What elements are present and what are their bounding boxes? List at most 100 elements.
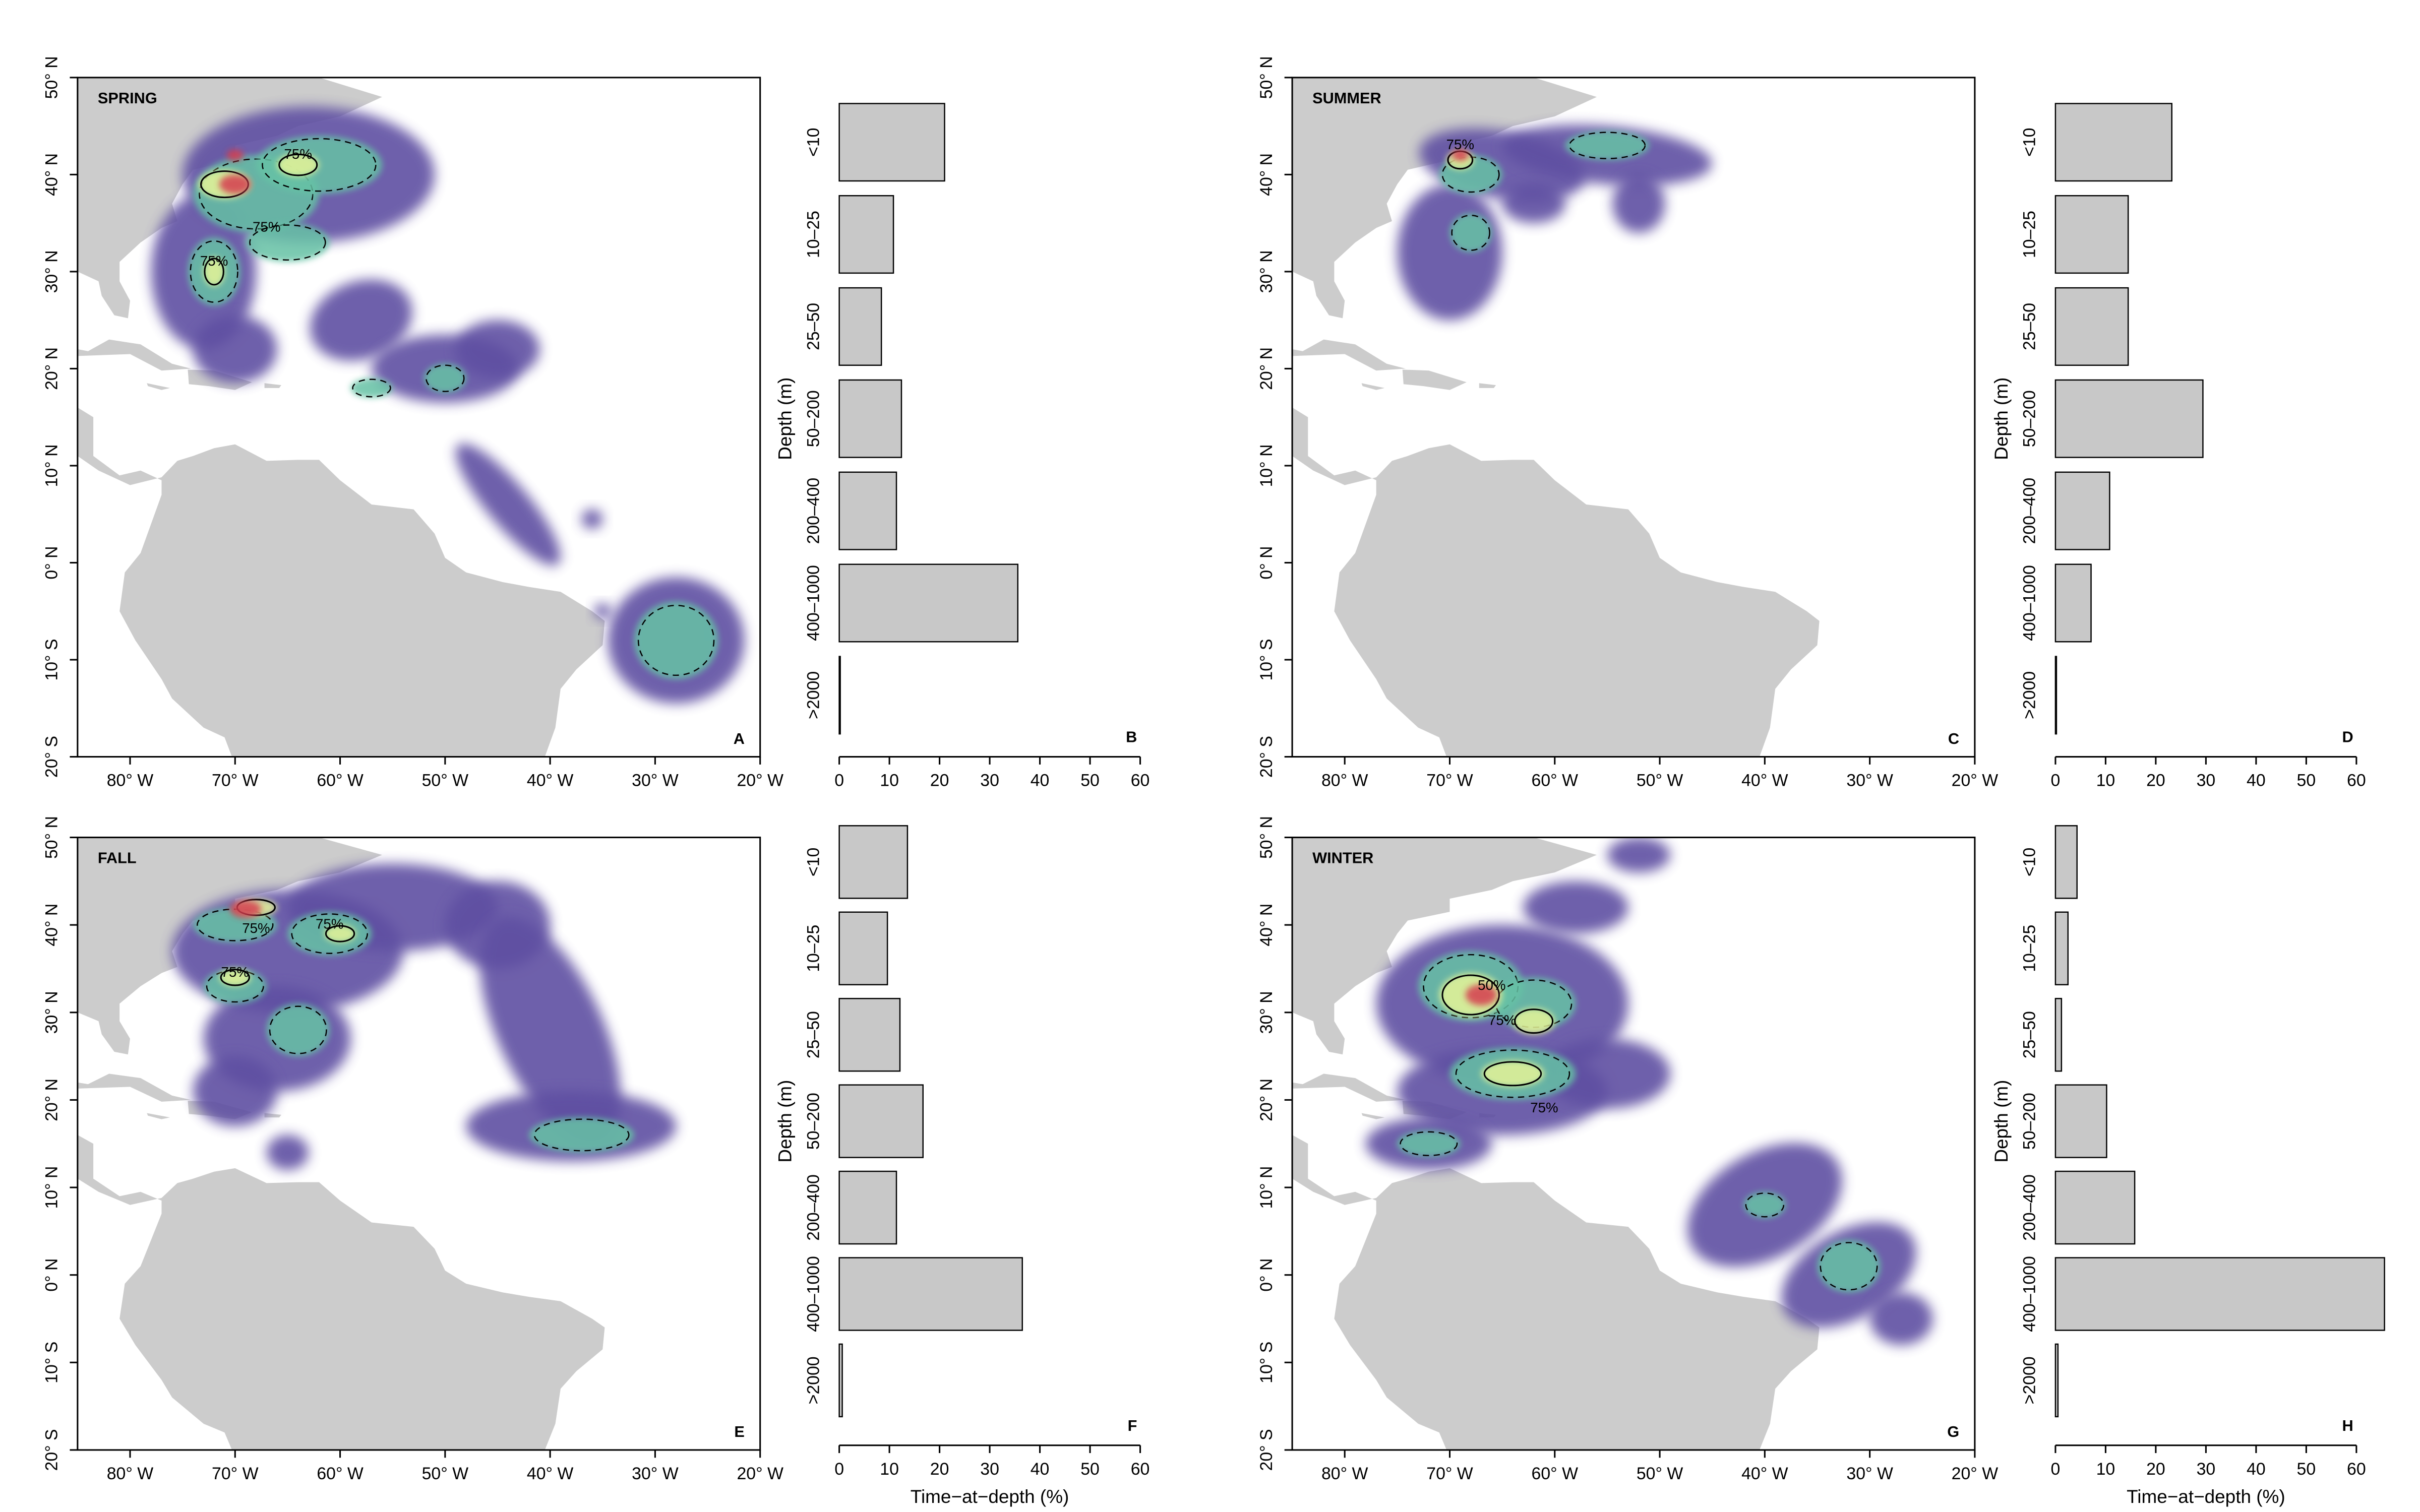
density-blob bbox=[203, 968, 267, 1004]
land bbox=[1361, 383, 1385, 390]
y-tick-label: <10 bbox=[804, 848, 823, 876]
y-tick-label: >2000 bbox=[804, 1356, 823, 1404]
x-tick-label: 60 bbox=[2347, 771, 2366, 790]
x-tick-label: 10 bbox=[880, 1460, 899, 1479]
bar bbox=[2054, 379, 2204, 458]
density-blob bbox=[1523, 881, 1628, 934]
density-blob bbox=[1481, 1060, 1544, 1087]
x-tick-label: 30° W bbox=[1846, 1464, 1893, 1483]
density-blob bbox=[424, 363, 466, 393]
x-tick-label: 30° W bbox=[632, 1464, 679, 1483]
density-blob bbox=[193, 315, 277, 384]
contour bbox=[1400, 1131, 1458, 1156]
land bbox=[1292, 339, 1406, 371]
land bbox=[264, 1113, 281, 1118]
y-axis-label: Depth (m) bbox=[775, 1080, 796, 1163]
bar bbox=[2054, 103, 2172, 182]
bar bbox=[838, 1170, 897, 1245]
map-panel: 50% 75% 75% WINTER G 80° W 70° W 60° W 50° W 40° … bbox=[1257, 816, 1998, 1483]
y-tick-label: 50–200 bbox=[2020, 1093, 2039, 1150]
bar bbox=[2054, 911, 2069, 985]
x-tick-label: 40 bbox=[2247, 1460, 2266, 1479]
density-blob bbox=[229, 900, 262, 918]
x-tick-label: 70° W bbox=[212, 771, 259, 790]
y-tick-label: 30° N bbox=[42, 250, 62, 293]
contour bbox=[426, 364, 465, 392]
land bbox=[77, 407, 605, 757]
density-blob bbox=[1607, 837, 1670, 872]
density bbox=[151, 106, 745, 704]
density-blob bbox=[529, 1117, 634, 1153]
map-title: SUMMER bbox=[1312, 89, 1381, 107]
bar bbox=[838, 471, 897, 550]
contour-label: 75% bbox=[1446, 137, 1474, 152]
y-tick-label: >2000 bbox=[804, 671, 823, 719]
x-tick-label: 10 bbox=[2096, 771, 2115, 790]
density-blob bbox=[1451, 149, 1469, 161]
map-title: FALL bbox=[98, 849, 137, 867]
contour bbox=[249, 224, 326, 261]
panel-letter: A bbox=[734, 730, 745, 747]
density-blob bbox=[350, 378, 393, 398]
contour bbox=[190, 240, 238, 303]
y-tick-label: 10–25 bbox=[2020, 925, 2039, 972]
land bbox=[147, 1113, 170, 1119]
x-tick-label: 80° W bbox=[1321, 771, 1368, 790]
density-blob bbox=[226, 149, 244, 161]
y-tick-label: 50° N bbox=[42, 56, 62, 99]
y-tick-label: 30° N bbox=[42, 991, 62, 1034]
x-tick-label: 50 bbox=[1080, 1460, 1100, 1479]
bar bbox=[2054, 656, 2058, 735]
x-tick-label: 20° W bbox=[1952, 771, 1999, 790]
y-tick-label: 50–200 bbox=[804, 1093, 823, 1150]
x-tick-label: 50 bbox=[2297, 1460, 2316, 1479]
contour bbox=[325, 925, 355, 942]
map-panel: 75% 75% 75% FALL E 80° W 70° W 60° W 50° W 40° W 3… bbox=[42, 816, 783, 1483]
y-tick-label: 200–400 bbox=[2020, 478, 2039, 544]
contour-label: 75% bbox=[200, 253, 228, 269]
bar bbox=[2054, 1170, 2136, 1245]
bar bbox=[2054, 563, 2092, 643]
x-tick-label: 60 bbox=[1131, 1460, 1150, 1479]
y-tick-label: 10° N bbox=[1257, 1166, 1276, 1209]
x-tick-label: 60° W bbox=[1532, 1464, 1579, 1483]
map-panel: 75% 75% 75% SPRING A 80° W 70° W 60° W 50° W 40° … bbox=[42, 56, 783, 790]
x-tick-label: 40° W bbox=[1741, 1464, 1788, 1483]
y-tick-label: 50° N bbox=[42, 816, 62, 859]
density-blob bbox=[455, 443, 561, 565]
density-blob bbox=[1544, 1038, 1670, 1109]
y-tick-label: 25–50 bbox=[2020, 1011, 2039, 1058]
y-tick-label: 40° N bbox=[1257, 904, 1276, 947]
bar bbox=[838, 911, 888, 985]
y-tick-label: 20° S bbox=[1257, 1429, 1276, 1471]
y-tick-label: 50–200 bbox=[804, 390, 823, 447]
x-tick-label: 40 bbox=[2247, 771, 2266, 790]
y-tick-label: <10 bbox=[804, 128, 823, 157]
x-tick-label: 60 bbox=[2347, 1460, 2366, 1479]
y-tick-label: 0° N bbox=[1257, 546, 1276, 579]
x-tick-label: 50° W bbox=[1637, 1464, 1683, 1483]
y-tick-label: 20° N bbox=[1257, 1079, 1276, 1121]
density-blob bbox=[277, 153, 319, 177]
y-tick-label: 200–400 bbox=[2020, 1174, 2039, 1241]
y-tick-label: 0° N bbox=[42, 546, 62, 579]
panel-letter: D bbox=[2342, 728, 2353, 746]
bar bbox=[2054, 471, 2110, 550]
density-blob bbox=[1491, 977, 1576, 1030]
bar bbox=[838, 563, 1019, 643]
bar bbox=[838, 103, 945, 182]
y-tick-label: 30° N bbox=[1257, 991, 1276, 1034]
x-tick-label: 40 bbox=[1031, 771, 1050, 790]
land bbox=[1361, 1113, 1385, 1119]
y-tick-label: 10–25 bbox=[2020, 211, 2039, 258]
density-blob bbox=[1397, 184, 1502, 321]
bar bbox=[838, 656, 841, 735]
density-blob bbox=[1512, 1008, 1555, 1035]
density-blob bbox=[310, 279, 412, 361]
map-frame bbox=[77, 77, 761, 758]
map-frame bbox=[77, 837, 761, 1451]
density-blob bbox=[1465, 984, 1497, 1005]
panel-letter: B bbox=[1126, 728, 1137, 746]
x-tick-label: 20° W bbox=[1952, 1464, 1999, 1483]
panel-letter: H bbox=[2342, 1417, 2353, 1434]
